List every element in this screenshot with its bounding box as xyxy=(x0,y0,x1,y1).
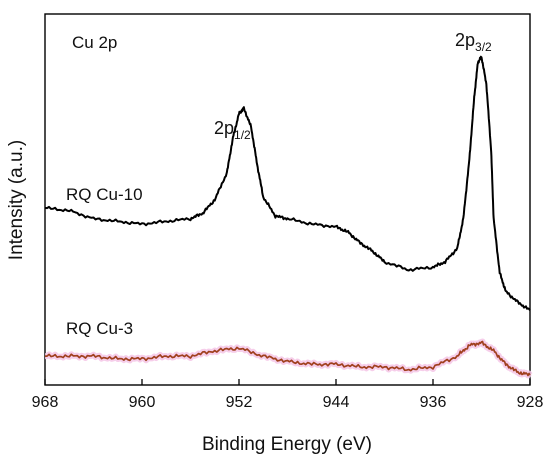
y-axis-label: Intensity (a.u.) xyxy=(6,140,27,260)
x-axis-ticks: 968 960 952 944 936 928 xyxy=(32,379,544,411)
annotation-base: 2p xyxy=(214,118,234,138)
panel-label: Cu 2p xyxy=(72,33,117,52)
annotation-base: 2p xyxy=(455,30,475,50)
series-line-rq-cu-10 xyxy=(44,55,531,311)
series-label-rq-cu-3: RQ Cu-3 xyxy=(66,319,133,338)
x-tick-label: 952 xyxy=(226,394,253,411)
annotation-subscript: 3/2 xyxy=(475,40,492,54)
x-axis-label: Binding Energy (eV) xyxy=(202,434,372,455)
series-layer xyxy=(44,55,533,379)
x-tick-label: 968 xyxy=(32,394,59,411)
annotation-subscript: 1/2 xyxy=(234,128,251,142)
x-tick-label: 936 xyxy=(420,394,447,411)
series-label-rq-cu-10: RQ Cu-10 xyxy=(66,185,143,204)
x-tick-label: 960 xyxy=(129,394,156,411)
series-line-rq-cu-3 xyxy=(44,340,531,377)
plot-frame xyxy=(44,13,531,386)
peak-annotation-2p-3-2: 2p3/2 xyxy=(455,30,492,54)
x-tick-label: 928 xyxy=(517,394,544,411)
x-tick-label: 944 xyxy=(323,394,350,411)
peak-annotation-2p-1-2: 2p1/2 xyxy=(214,118,251,142)
